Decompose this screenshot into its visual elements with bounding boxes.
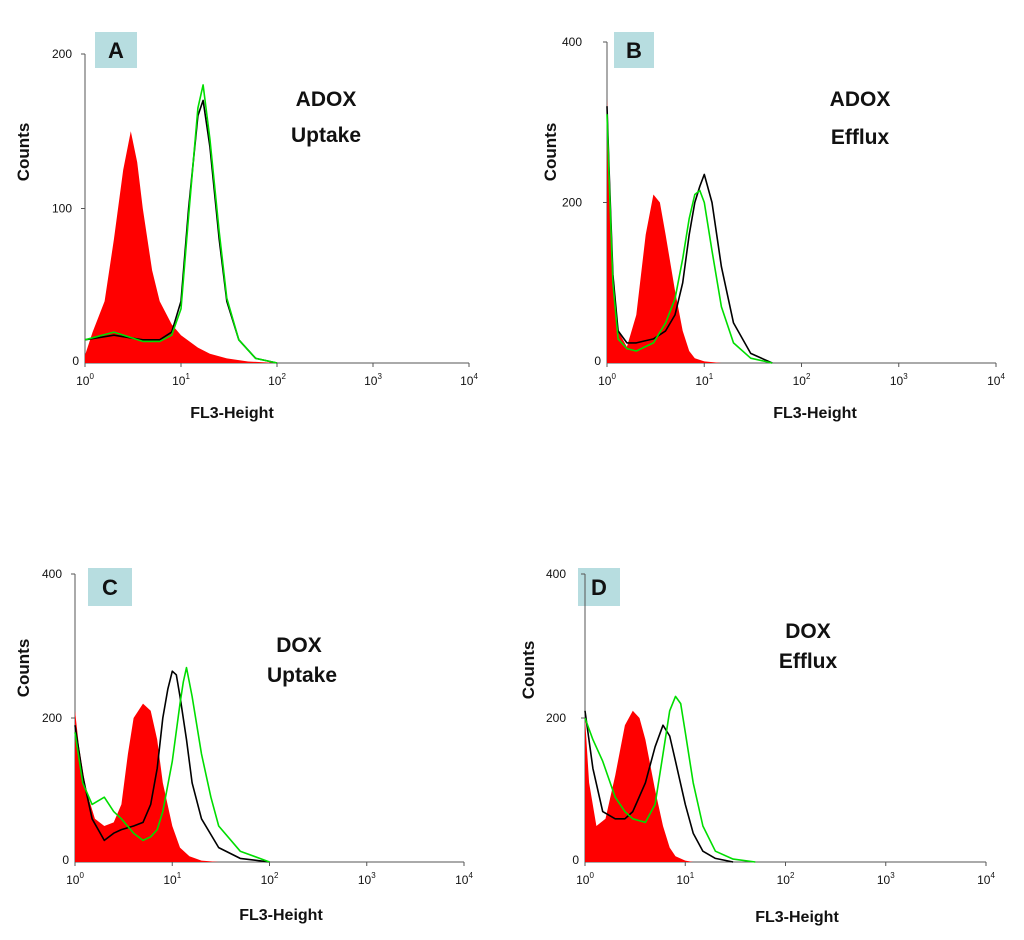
x-tick-label: 102 (777, 871, 795, 887)
x-tick-label: 104 (460, 372, 478, 388)
panel-letter-box (95, 32, 137, 68)
x-tick-label: 104 (455, 871, 473, 887)
x-tick-label: 101 (695, 372, 713, 388)
x-tick-label: 104 (987, 372, 1005, 388)
y-axis-label: Counts (14, 639, 33, 698)
chart-title-line-1: ADOX (830, 88, 891, 111)
x-axis-label: FL3-Height (190, 405, 274, 422)
x-tick-label: 104 (977, 871, 995, 887)
plot-area (606, 42, 996, 364)
series-control-fill (607, 98, 734, 363)
x-tick-label: 103 (890, 372, 908, 388)
chart-title-line-1: DOX (276, 634, 322, 657)
series-green-line (606, 114, 773, 364)
series-black-line (74, 670, 270, 863)
chart-title-line-2: Uptake (291, 124, 361, 147)
x-tick-label: 101 (676, 871, 694, 887)
panel-letter: D (591, 575, 607, 600)
panel-letter: A (108, 38, 124, 63)
x-tick-label: 102 (261, 871, 279, 887)
y-axis-label: Counts (519, 641, 538, 700)
x-tick-label: 103 (358, 871, 376, 887)
x-axis-label: FL3-Height (755, 909, 839, 926)
x-tick-label: 100 (576, 871, 594, 887)
chart-title-line-1: DOX (785, 620, 831, 643)
panel-d: D DOX Efflux Counts FL3-Height 400 200 0 10… (512, 560, 1024, 940)
series-control-fill (585, 710, 716, 862)
y-tick-label: 200 (42, 711, 62, 725)
y-tick-zero: 0 (72, 354, 79, 368)
series-green-line (584, 695, 756, 863)
series-control-fill (75, 703, 219, 862)
y-tick-label: 400 (42, 567, 62, 581)
x-tick-label: 102 (268, 372, 286, 388)
x-axis-label: FL3-Height (239, 907, 323, 924)
x-axis-label: FL3-Height (773, 405, 857, 422)
y-tick-label: 200 (562, 196, 582, 210)
tick-labels: 400 200 0 100 101 102 103 104 (562, 35, 1005, 388)
panel-letter: C (102, 575, 118, 600)
plot-area (584, 574, 986, 863)
series-black-line (606, 106, 773, 364)
panel-b: B ADOX Efflux Counts FL3-Height 400 200 0 1… (512, 20, 1024, 440)
tick-labels: 200 100 0 100 101 102 103 104 (52, 47, 478, 388)
panel-letter-box (88, 568, 132, 606)
series-green-line (84, 84, 278, 364)
y-tick-zero: 0 (572, 853, 579, 867)
tick-labels: 400 200 0 100 101 102 103 104 (42, 567, 473, 887)
y-tick-label: 100 (52, 202, 72, 216)
chart-title-line-1: ADOX (296, 88, 357, 111)
chart-title-line-2: Uptake (267, 664, 337, 687)
x-tick-label: 103 (364, 372, 382, 388)
y-tick-zero: 0 (594, 354, 601, 368)
panel-c: C DOX Uptake Counts FL3-Height 400 200 0 10… (0, 560, 500, 940)
x-tick-label: 101 (163, 871, 181, 887)
x-tick-label: 101 (172, 372, 190, 388)
plot-area (84, 54, 469, 364)
chart-title-line-2: Efflux (831, 126, 890, 149)
panel-letter-box (614, 32, 654, 68)
chart-a-svg: A ADOX Uptake Counts FL3-Height 200 100 0 1… (14, 32, 478, 422)
series-control-fill (85, 131, 277, 363)
x-tick-label: 100 (76, 372, 94, 388)
y-tick-label: 200 (52, 47, 72, 61)
x-tick-label: 103 (877, 871, 895, 887)
tick-labels: 400 200 0 100 101 102 103 104 (546, 567, 995, 887)
x-tick-label: 100 (66, 871, 84, 887)
chart-d-svg: D DOX Efflux Counts FL3-Height 400 200 0 10… (519, 567, 995, 926)
y-axis-label: Counts (541, 123, 560, 182)
plot-area (74, 574, 464, 863)
chart-c-svg: C DOX Uptake Counts FL3-Height 400 200 0 10… (14, 567, 473, 924)
y-tick-label: 200 (546, 711, 566, 725)
chart-b-svg: B ADOX Efflux Counts FL3-Height 400 200 0 1… (541, 32, 1005, 422)
series-black-line (584, 710, 734, 863)
x-tick-label: 102 (793, 372, 811, 388)
y-tick-zero: 0 (62, 853, 69, 867)
series-green-line (74, 666, 270, 863)
chart-title-line-2: Efflux (779, 650, 838, 673)
x-tick-label: 100 (598, 372, 616, 388)
panel-letter: B (626, 38, 642, 63)
y-tick-label: 400 (562, 35, 582, 49)
y-axis-label: Counts (14, 123, 33, 182)
panel-a: A ADOX Uptake Counts FL3-Height 200 100 0 1… (0, 20, 500, 440)
y-tick-label: 400 (546, 567, 566, 581)
